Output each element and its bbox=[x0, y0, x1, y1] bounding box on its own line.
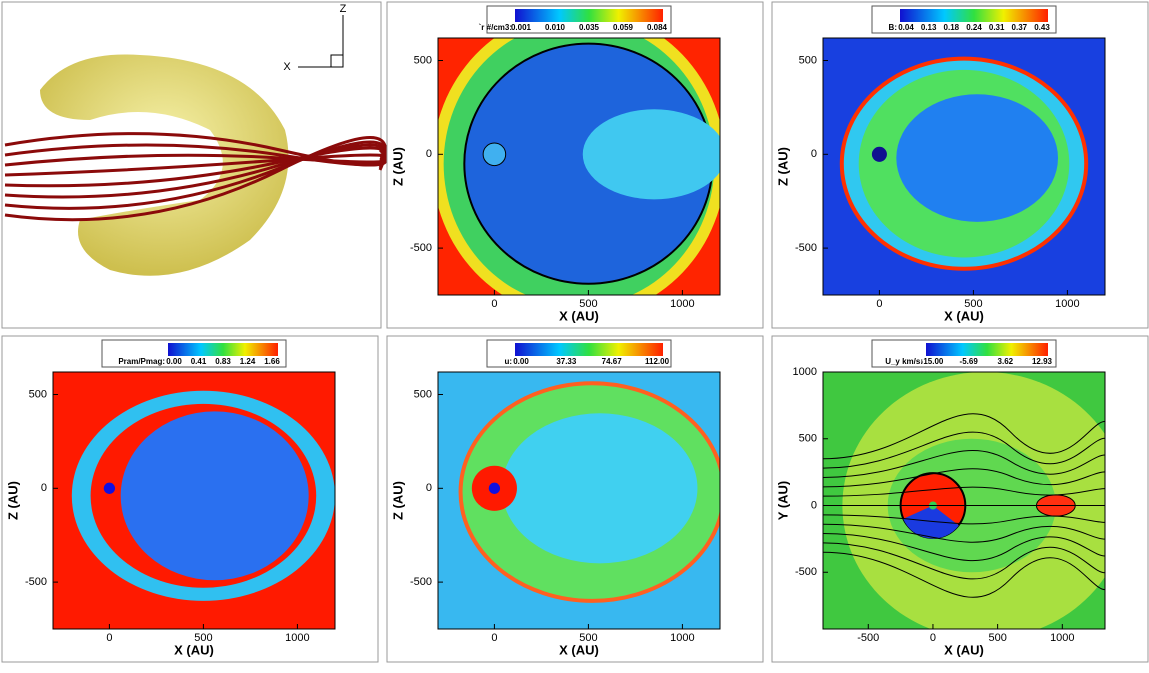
triad-label: X bbox=[283, 61, 291, 73]
y-tick-label: 500 bbox=[799, 54, 817, 66]
field bbox=[489, 483, 500, 494]
page: {"render": {"axes": ["Z", "X"]}, "plots"… bbox=[0, 0, 1149, 668]
colorbar-tick-label: 0.001 bbox=[511, 23, 532, 32]
x-tick-label: 1000 bbox=[1055, 298, 1079, 310]
plot-area bbox=[53, 372, 335, 629]
x-axis-label: X (AU) bbox=[559, 308, 599, 323]
plot-area bbox=[432, 10, 725, 318]
colorbar-tick-label: 0.00 bbox=[513, 357, 529, 366]
x-tick-label: 0 bbox=[930, 632, 936, 644]
colorbar-tick-label: 0.24 bbox=[966, 23, 982, 32]
x-tick-label: 0 bbox=[491, 632, 497, 644]
x-tick-label: 500 bbox=[988, 632, 1006, 644]
colorbar-tick-label: 3.62 bbox=[998, 357, 1014, 366]
plot-area bbox=[823, 38, 1105, 295]
x-axis-label: X (AU) bbox=[944, 308, 984, 323]
y-tick-label: -500 bbox=[795, 566, 817, 578]
y-tick-label: 500 bbox=[29, 388, 47, 400]
colorbar-tick-label: 0.010 bbox=[545, 23, 566, 32]
colorbar-tick-label: 0.41 bbox=[191, 357, 207, 366]
colorbar-tick-label: 0.00 bbox=[166, 357, 182, 366]
colorbar-tick-label: 0.035 bbox=[579, 23, 600, 32]
y-tick-label: 0 bbox=[41, 482, 47, 494]
colorbar-label: U_y km/s: bbox=[885, 357, 923, 366]
x-tick-label: 0 bbox=[491, 298, 497, 310]
x-tick-label: 0 bbox=[106, 632, 112, 644]
colorbar-tick-label: 1.24 bbox=[240, 357, 256, 366]
plot-panel: -500 0 500 1000 -500 0 500 1000 X (AU) Y (AU) U_y … bbox=[772, 336, 1148, 662]
x-axis-label: X (AU) bbox=[944, 642, 984, 657]
figure: Z X 0 500 1000 -500 0 500 X (AU) Z (AU) `r #/cm3… bbox=[0, 0, 1149, 668]
colorbar bbox=[168, 343, 278, 356]
colorbar bbox=[515, 343, 663, 356]
field bbox=[896, 94, 1058, 222]
triad-label: Z bbox=[340, 3, 347, 15]
x-tick-label: 1000 bbox=[285, 632, 309, 644]
colorbar-tick-label: 0.084 bbox=[647, 23, 668, 32]
y-tick-label: 500 bbox=[799, 433, 817, 445]
y-tick-label: 0 bbox=[811, 148, 817, 160]
field bbox=[121, 411, 309, 580]
colorbar-tick-label: -15.00 bbox=[921, 357, 944, 366]
colorbar-tick-label: 0.37 bbox=[1012, 23, 1028, 32]
colorbar-label: Pram/Pmag: bbox=[118, 357, 165, 366]
colorbar-label: B: bbox=[889, 23, 897, 32]
field bbox=[502, 413, 698, 563]
x-tick-label: 1000 bbox=[670, 298, 694, 310]
colorbar-tick-label: 0.83 bbox=[215, 357, 231, 366]
y-axis-label: Z (AU) bbox=[390, 147, 405, 186]
plot-area bbox=[823, 372, 1127, 639]
colorbar-tick-label: 0.059 bbox=[613, 23, 634, 32]
colorbar-tick-label: 12.93 bbox=[1032, 357, 1053, 366]
colorbar-tick-label: 0.13 bbox=[921, 23, 937, 32]
y-axis-label: Z (AU) bbox=[775, 147, 790, 186]
x-tick-label: 1000 bbox=[670, 632, 694, 644]
colorbar-tick-label: 0.43 bbox=[1034, 23, 1050, 32]
x-tick-label: 0 bbox=[876, 298, 882, 310]
colorbar-tick-label: 0.04 bbox=[898, 23, 914, 32]
x-axis-label: X (AU) bbox=[559, 642, 599, 657]
colorbar bbox=[900, 9, 1048, 22]
colorbar bbox=[515, 9, 663, 22]
colorbar-label: u: bbox=[504, 357, 512, 366]
field bbox=[583, 109, 726, 199]
colorbar-tick-label: 37.33 bbox=[556, 357, 577, 366]
colorbar-label: `r #/cm3: bbox=[479, 23, 512, 32]
plot-area bbox=[438, 372, 724, 629]
field bbox=[104, 483, 115, 494]
field bbox=[483, 143, 506, 166]
colorbar-tick-label: 0.31 bbox=[989, 23, 1005, 32]
colorbar-tick-label: 112.00 bbox=[645, 357, 670, 366]
y-tick-label: -500 bbox=[25, 576, 47, 588]
x-tick-label: 1000 bbox=[1050, 632, 1074, 644]
y-tick-label: 1000 bbox=[793, 366, 817, 378]
y-axis-label: Z (AU) bbox=[5, 481, 20, 520]
y-tick-label: 500 bbox=[414, 54, 432, 66]
colorbar bbox=[926, 343, 1048, 356]
colorbar-tick-label: 74.67 bbox=[602, 357, 623, 366]
y-tick-label: 0 bbox=[811, 499, 817, 511]
colorbar-tick-label: 0.18 bbox=[944, 23, 960, 32]
render-panel: Z X bbox=[2, 2, 386, 328]
y-tick-label: -500 bbox=[795, 242, 817, 254]
colorbar-tick-label: -5.69 bbox=[960, 357, 979, 366]
y-tick-label: -500 bbox=[410, 242, 432, 254]
x-axis-label: X (AU) bbox=[174, 642, 214, 657]
colorbar-tick-label: 1.66 bbox=[264, 357, 280, 366]
y-axis-label: Y (AU) bbox=[775, 481, 790, 520]
x-tick-label: -500 bbox=[857, 632, 879, 644]
y-tick-label: -500 bbox=[410, 576, 432, 588]
y-tick-label: 500 bbox=[414, 388, 432, 400]
y-tick-label: 0 bbox=[426, 482, 432, 494]
y-tick-label: 0 bbox=[426, 148, 432, 160]
field bbox=[872, 147, 887, 162]
y-axis-label: Z (AU) bbox=[390, 481, 405, 520]
